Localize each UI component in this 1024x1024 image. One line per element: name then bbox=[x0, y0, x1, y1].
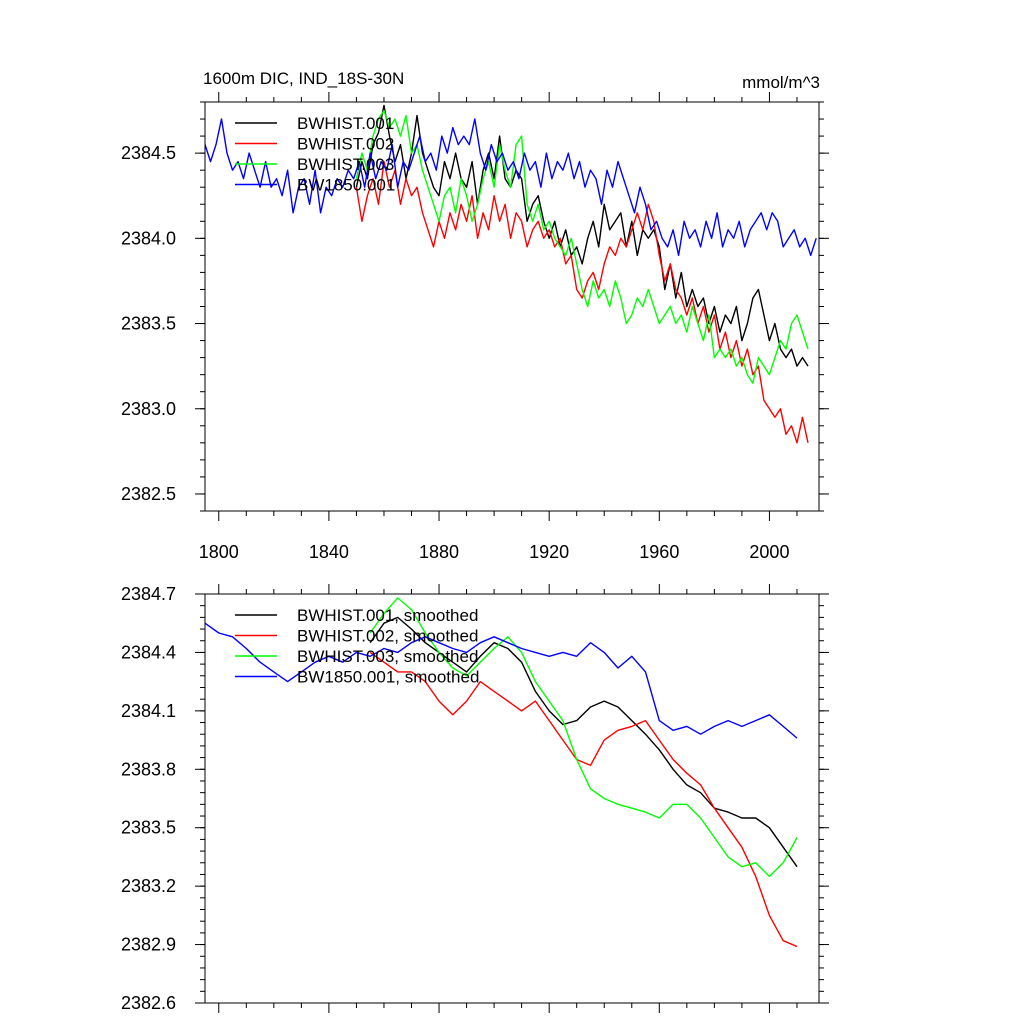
y-tick-label: 2384.1 bbox=[121, 701, 176, 721]
top-frame bbox=[204, 101, 820, 512]
y-tick-label: 2382.5 bbox=[121, 484, 176, 504]
series-line-bw1850-001-smoothed bbox=[205, 622, 798, 739]
series-line-bwhist-003 bbox=[355, 109, 809, 384]
legend-label: BW1850.001 bbox=[297, 176, 395, 195]
y-tick-label: 2383.2 bbox=[121, 876, 176, 896]
series-line-bwhist-002-smoothed bbox=[369, 651, 798, 948]
bottom-series-group bbox=[205, 597, 798, 948]
legend-label: BWHIST.003, smoothed bbox=[297, 647, 478, 666]
y-tick-label: 2383.5 bbox=[121, 818, 176, 838]
y-tick-label: 2383.0 bbox=[121, 399, 176, 419]
bottom-axes: 2382.6 2382.9 2383.2 2383.5 2383.8 2384.1 2384… bbox=[121, 584, 829, 1013]
y-tick-label: 2384.4 bbox=[121, 642, 176, 662]
x-tick-label: 1920 bbox=[529, 542, 569, 562]
top-panel: 1600m DIC, IND_18S-30N mmol/m^3 1800 1840… bbox=[121, 69, 829, 562]
legend-label: BWHIST.001, smoothed bbox=[297, 606, 478, 625]
x-tick-label: 1800 bbox=[199, 542, 239, 562]
x-tick-label: 1840 bbox=[309, 542, 349, 562]
y-tick-label: 2384.7 bbox=[121, 584, 176, 604]
series-line-bwhist-002 bbox=[355, 160, 809, 444]
legend-label: BWHIST.002, smoothed bbox=[297, 627, 478, 646]
x-tick-label: 2000 bbox=[749, 542, 789, 562]
bottom-frame bbox=[204, 593, 820, 1004]
x-tick-label: 1880 bbox=[419, 542, 459, 562]
legend-label: BWHIST.001 bbox=[297, 114, 394, 133]
series-line-bw1850-001 bbox=[205, 118, 817, 257]
legend-label: BW1850.001, smoothed bbox=[297, 668, 479, 687]
top-axes: 1800 1840 1880 1920 1960 2000 2382.5 2383.0 2383… bbox=[121, 92, 829, 562]
y-tick-label: 2382.6 bbox=[121, 993, 176, 1013]
y-tick-label: 2384.0 bbox=[121, 228, 176, 248]
series-line-bwhist-001 bbox=[355, 104, 809, 367]
units-label: mmol/m^3 bbox=[742, 73, 820, 92]
top-series-group bbox=[205, 104, 817, 444]
y-tick-label: 2384.5 bbox=[121, 143, 176, 163]
chart-title: 1600m DIC, IND_18S-30N bbox=[203, 69, 404, 88]
legend-label: BWHIST.003 bbox=[297, 155, 394, 174]
y-tick-label: 2382.9 bbox=[121, 935, 176, 955]
x-tick-label: 1960 bbox=[639, 542, 679, 562]
y-tick-label: 2383.8 bbox=[121, 759, 176, 779]
bottom-panel: 2382.6 2382.9 2383.2 2383.5 2383.8 2384.1 2384… bbox=[121, 584, 829, 1013]
y-tick-label: 2383.5 bbox=[121, 314, 176, 334]
legend-label: BWHIST.002 bbox=[297, 135, 394, 154]
bottom-legend: BWHIST.001, smoothed BWHIST.002, smoothed… bbox=[235, 606, 479, 687]
series-line-bwhist-003-smoothed bbox=[369, 597, 798, 878]
